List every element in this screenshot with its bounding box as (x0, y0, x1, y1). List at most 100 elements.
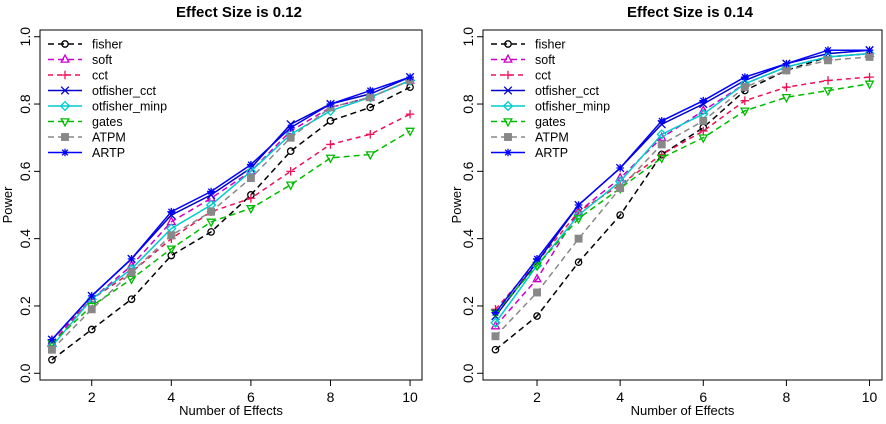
data-point-ATPM (127, 268, 136, 277)
data-point-gates (365, 151, 376, 161)
legend-label-otfisher_minp: otfisher_minp (92, 100, 167, 114)
legend-marker-fisher (61, 40, 69, 48)
x-axis-label: Number of Effects (631, 403, 735, 418)
legend-marker-cct (503, 70, 513, 80)
x-tick-label: 8 (327, 389, 335, 405)
data-point-ARTP (657, 117, 666, 125)
series-line-ATPM (494, 56, 870, 337)
series-line-ARTP (494, 49, 870, 314)
data-point-cct (405, 109, 415, 119)
data-point-ATPM (824, 56, 832, 65)
legend-marker-ARTP (504, 148, 512, 157)
data-point-ATPM (574, 234, 583, 243)
data-point-cct (698, 126, 708, 136)
x-tick-label: 10 (862, 389, 878, 405)
y-tick-label: 0.0 (17, 363, 33, 383)
data-point-ARTP (247, 160, 255, 169)
data-point-ARTP (406, 73, 414, 81)
legend-marker-otfisher_minp (502, 100, 514, 112)
data-point-gates (781, 93, 792, 104)
series-cct (47, 109, 415, 344)
data-point-ATPM (782, 66, 791, 75)
data-point-ARTP (533, 255, 541, 263)
data-point-gates (285, 181, 296, 191)
data-point-cct (740, 96, 750, 105)
data-point-otfisher_minp (490, 317, 501, 329)
data-point-ARTP (782, 59, 791, 68)
data-point-fisher (48, 355, 56, 364)
data-point-gates (823, 87, 833, 97)
data-point-gates (126, 275, 137, 285)
data-point-ATPM (533, 288, 541, 297)
legend-label-gates: gates (92, 115, 123, 129)
data-point-ARTP (286, 123, 295, 132)
series-line-gates (51, 130, 411, 344)
data-point-gates (864, 80, 875, 90)
data-point-gates (698, 134, 709, 144)
data-point-ATPM (87, 305, 96, 314)
data-point-ARTP (87, 292, 96, 300)
y-tick-label: 0.2 (17, 296, 33, 316)
data-point-ARTP (865, 46, 874, 54)
legend-marker-fisher (504, 40, 512, 48)
series-line-fisher (51, 86, 411, 361)
data-point-cct (326, 140, 335, 149)
chart-panel-2: Effect Size is 0.14 2 4 6 8 10 0.0 0.2 0.4 0.6 0.8… (449, 4, 883, 418)
data-point-gates (166, 245, 177, 255)
data-point-ARTP (616, 164, 624, 172)
data-point-ATPM (167, 231, 176, 240)
x-axis-label: Number of Effects (179, 403, 283, 418)
data-point-fisher (616, 211, 625, 219)
data-point-cct (365, 130, 375, 139)
legend-marker-soft (503, 53, 513, 63)
series-line-gates (494, 83, 870, 314)
data-point-ATPM (491, 332, 500, 341)
data-point-gates (739, 107, 750, 117)
legend-marker-otfisher_cct (60, 86, 70, 95)
series-ARTP (48, 73, 414, 344)
data-point-fisher (286, 147, 295, 156)
x-tick-label: 10 (402, 389, 418, 405)
series-ARTP (491, 46, 874, 317)
legend-label-ARTP: ARTP (92, 146, 125, 160)
plot-frame (39, 29, 423, 381)
legend-label-fisher: fisher (92, 38, 123, 52)
legend-marker-ATPM (61, 133, 69, 141)
y-tick-label: 0.8 (460, 94, 476, 114)
series-line-otfisher_minp (51, 79, 411, 347)
data-point-soft (532, 273, 542, 283)
x-tick-label: 4 (616, 389, 624, 405)
data-point-fisher (366, 103, 375, 112)
data-point-fisher (207, 228, 215, 236)
data-point-ATPM (657, 140, 666, 149)
data-point-ATPM (246, 174, 255, 183)
data-point-ATPM (740, 83, 749, 92)
data-point-ARTP (491, 308, 500, 317)
plot-frame (482, 29, 883, 381)
x-tick-label: 2 (533, 389, 541, 405)
data-point-gates (405, 127, 415, 137)
data-point-ARTP (366, 86, 375, 95)
data-point-fisher (574, 258, 583, 267)
data-point-ATPM (47, 345, 56, 354)
data-point-cct (865, 72, 874, 82)
data-point-fisher (87, 325, 96, 334)
legend-marker-gates (503, 118, 513, 128)
y-axis-label: Power (0, 186, 15, 224)
data-point-otfisher_minp (656, 129, 667, 140)
series-gates (47, 127, 415, 349)
data-point-cct (246, 193, 256, 203)
y-tick-label: 0.4 (17, 229, 33, 249)
data-point-ARTP (167, 207, 176, 216)
data-point-cct (823, 76, 833, 85)
series-line-ARTP (51, 76, 411, 341)
series-line-soft (51, 79, 411, 344)
chart-title: Effect Size is 0.14 (627, 4, 754, 21)
data-point-ATPM (366, 93, 375, 102)
y-tick-label: 0.2 (460, 296, 476, 316)
data-point-cct (657, 150, 667, 159)
legend-label-gates: gates (535, 115, 566, 129)
data-point-ATPM (865, 52, 874, 61)
data-point-ATPM (286, 133, 295, 142)
y-tick-label: 0.8 (17, 94, 33, 114)
